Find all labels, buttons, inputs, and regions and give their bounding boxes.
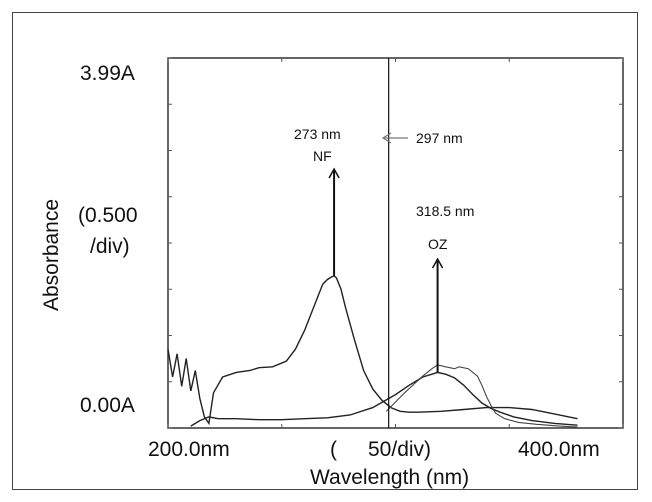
x-tick-paren: ( bbox=[330, 438, 337, 461]
series-oz-line bbox=[190, 371, 578, 427]
oz-label: OZ bbox=[428, 236, 448, 252]
x-tick-div: 50/div) bbox=[368, 438, 431, 461]
series-mixture-line bbox=[386, 364, 578, 428]
nf-peak-arrowhead bbox=[328, 167, 340, 179]
y-axis-title: Absorbance bbox=[40, 199, 63, 311]
figure-frame bbox=[12, 12, 638, 490]
nf-label: NF bbox=[313, 148, 332, 164]
y-tick-top: 3.99A bbox=[80, 62, 135, 85]
oz-peak-arrowhead bbox=[431, 257, 444, 269]
x-tick-200: 200.0nm bbox=[148, 438, 230, 461]
isosbestic-pointer-arrowhead bbox=[381, 132, 392, 144]
nf-wavelength-label: 273 nm bbox=[294, 126, 341, 142]
y-scale-label-line2: /div) bbox=[90, 235, 130, 258]
x-tick-400: 400.0nm bbox=[518, 438, 600, 461]
series-nf-line bbox=[167, 275, 578, 426]
tick-marks bbox=[167, 57, 624, 429]
isosbestic-label: 297 nm bbox=[416, 130, 463, 146]
x-axis-title: Wavelength (nm) bbox=[310, 466, 469, 489]
oz-wavelength-label: 318.5 nm bbox=[416, 203, 474, 219]
y-tick-bottom: 0.00A bbox=[80, 394, 135, 417]
y-scale-label-line1: (0.500 bbox=[78, 204, 138, 227]
